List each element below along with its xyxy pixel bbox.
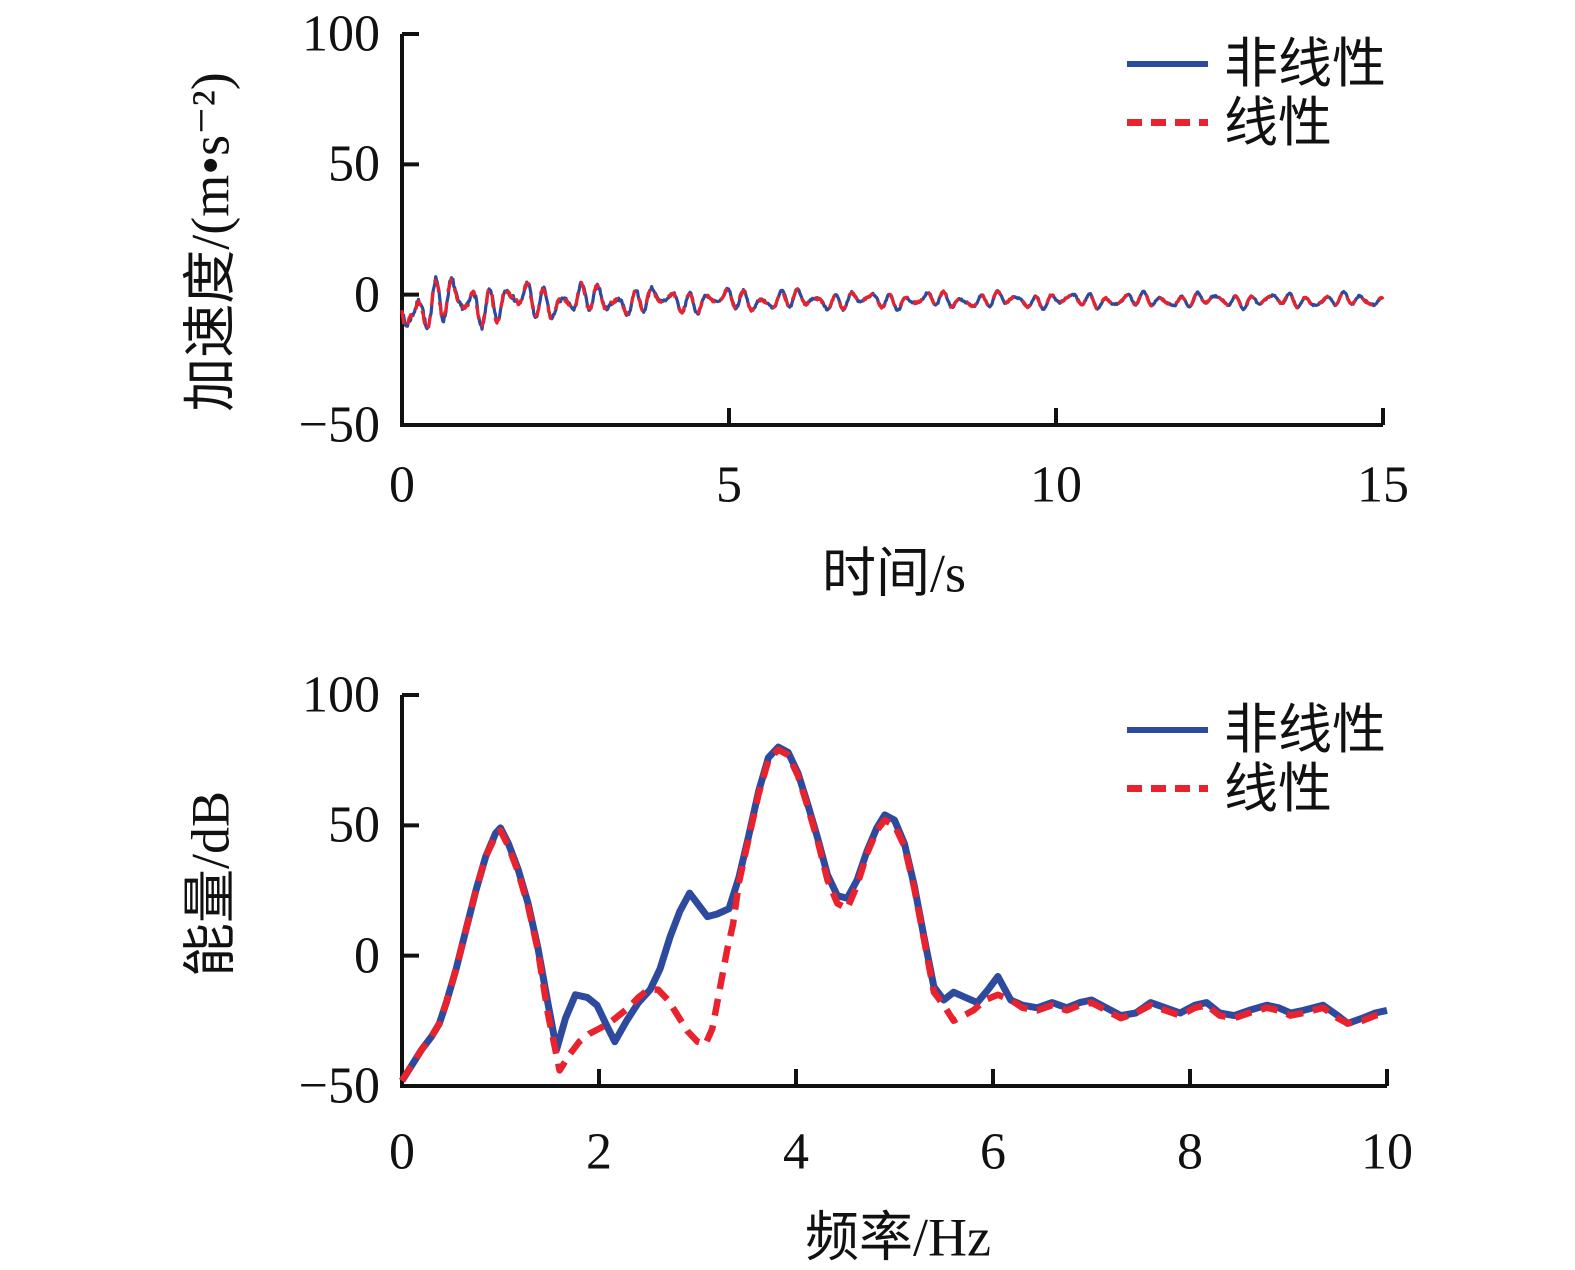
y-tick-label: −50 (298, 1057, 380, 1115)
y-tick-label: 50 (328, 796, 380, 854)
legend-entry-linear: 线性 (1127, 93, 1386, 152)
legend-entry-nonlinear: 非线性 (1127, 34, 1386, 93)
top-chart-y-axis-label: 加速度/(m•s⁻²) (180, 72, 241, 412)
legend-entry-linear: 线性 (1127, 759, 1386, 818)
linear-dashed-swatch (1127, 785, 1208, 792)
top-chart-x-axis-label: 时间/s (821, 543, 967, 604)
x-tick-label: 2 (586, 1123, 612, 1181)
y-tick-label: 0 (354, 266, 380, 324)
x-tick-label: 0 (389, 456, 415, 514)
top-chart-legend: 非线性 线性 (1127, 34, 1386, 152)
bottom-chart-y-axis-label: 能量/dB (180, 790, 241, 978)
bottom-chart-x-axis-label: 频率/Hz (805, 1207, 991, 1268)
series-line-linear (400, 277, 1385, 331)
legend-label-linear: 线性 (1224, 92, 1332, 153)
x-tick-label: 10 (1030, 456, 1082, 514)
x-tick-label: 4 (783, 1123, 809, 1181)
x-tick-label: 15 (1357, 456, 1409, 514)
y-tick-label: −50 (298, 396, 380, 454)
x-tick-label: 6 (980, 1123, 1006, 1181)
nonlinear-line-swatch (1127, 60, 1208, 67)
series-line-linear (399, 746, 1388, 1083)
y-tick-label: 100 (302, 5, 380, 63)
nonlinear-line-swatch (1127, 726, 1208, 733)
legend-label-nonlinear: 非线性 (1224, 699, 1386, 760)
y-tick-label: 50 (328, 135, 380, 193)
legend-label-nonlinear: 非线性 (1224, 33, 1386, 94)
y-tick-label: 100 (302, 666, 380, 724)
x-tick-label: 8 (1177, 1123, 1203, 1181)
x-tick-label: 5 (716, 456, 742, 514)
legend-entry-nonlinear: 非线性 (1127, 700, 1386, 759)
linear-dashed-swatch (1127, 119, 1208, 126)
legend-label-linear: 线性 (1224, 758, 1332, 819)
bottom-chart-legend: 非线性 线性 (1127, 700, 1386, 818)
x-tick-label: 0 (389, 1123, 415, 1181)
x-tick-label: 10 (1361, 1123, 1413, 1181)
y-tick-label: 0 (354, 927, 380, 985)
